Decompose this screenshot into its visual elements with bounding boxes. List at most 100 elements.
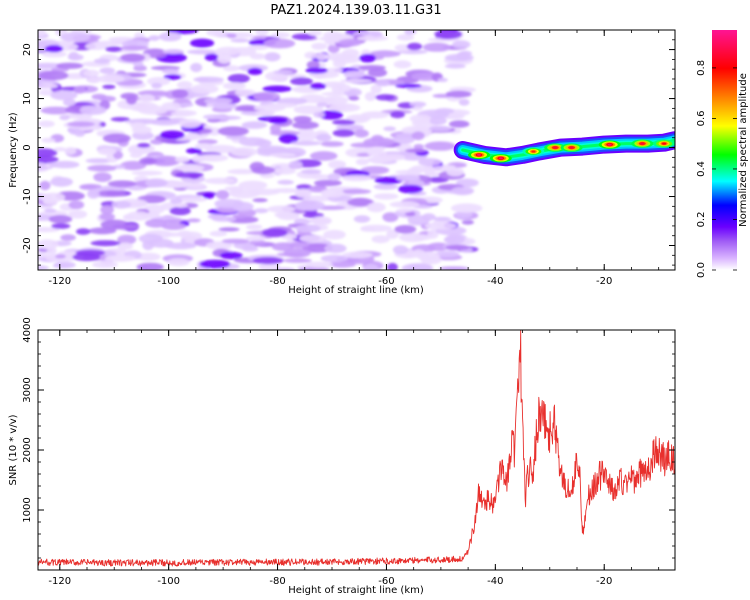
colorbar-tick-label: 0.4 — [696, 161, 707, 177]
noise-blob — [364, 91, 376, 102]
colorbar-ticks: 0.0 0.2 0.4 0.6 0.8 — [696, 60, 737, 278]
noise-blob — [252, 257, 284, 265]
noise-blob — [273, 70, 293, 75]
noise-blob — [428, 125, 452, 132]
noise-blob — [270, 152, 296, 158]
noise-blob — [87, 77, 100, 84]
noise-blob — [217, 126, 249, 136]
noise-blob — [358, 65, 386, 71]
noise-blob — [321, 91, 351, 96]
noise-blob — [433, 216, 451, 222]
noise-blob — [367, 68, 388, 77]
noise-blob — [90, 240, 121, 247]
noise-blob — [96, 74, 125, 84]
x-tick-label: -60 — [378, 576, 394, 587]
noise-blob — [332, 129, 355, 137]
noise-blob — [95, 190, 127, 197]
noise-blob — [320, 188, 345, 198]
noise-blob — [53, 147, 67, 152]
noise-blob — [359, 53, 376, 63]
noise-blob — [246, 224, 263, 230]
noise-blob — [332, 119, 356, 126]
noise-blob — [407, 215, 430, 225]
noise-blob — [424, 222, 457, 230]
noise-blob — [389, 201, 420, 208]
noise-blob — [38, 162, 51, 172]
noise-blob — [38, 62, 64, 70]
noise-blob — [222, 82, 246, 90]
noise-blob — [316, 53, 328, 61]
noise-blob — [227, 73, 250, 84]
noise-blob — [100, 205, 114, 215]
noise-blob — [363, 264, 379, 270]
noise-blob — [111, 200, 131, 209]
noise-blob — [277, 179, 294, 185]
noise-blob — [173, 203, 188, 208]
noise-blob — [185, 148, 202, 154]
noise-blob — [102, 84, 116, 90]
noise-blob — [199, 259, 231, 269]
noise-blob — [311, 216, 332, 226]
noise-blob — [93, 172, 112, 182]
noise-blob — [80, 183, 102, 190]
noise-blob — [324, 52, 355, 61]
x-tick-label: -40 — [487, 576, 503, 587]
noise-blob — [161, 102, 182, 111]
noise-blob — [434, 108, 455, 114]
noise-blob — [81, 105, 96, 112]
noise-blob — [52, 263, 70, 268]
noise-blob — [187, 49, 217, 55]
colorbar-tick: 0.2 — [696, 212, 737, 227]
noise-blob — [427, 229, 439, 239]
noise-blob — [270, 123, 281, 134]
noise-blob — [241, 121, 268, 129]
noise-blob — [38, 227, 60, 233]
y-tick-label: -20 — [22, 237, 33, 253]
noise-blob — [367, 150, 388, 157]
x-tick-label: -120 — [48, 276, 71, 287]
noise-blob — [332, 60, 346, 68]
noise-blob — [392, 245, 409, 255]
signal-peak — [598, 140, 621, 149]
y-tick-label: 1000 — [22, 497, 33, 522]
noise-blob — [210, 214, 227, 220]
noise-blob — [262, 85, 292, 93]
signal-peak — [468, 150, 490, 160]
x-tick-label: -60 — [378, 276, 394, 287]
noise-blob — [137, 143, 151, 148]
noise-blob — [376, 80, 391, 87]
noise-blob — [40, 106, 72, 115]
noise-blob — [205, 241, 233, 250]
noise-blob — [217, 54, 232, 64]
noise-blob — [170, 197, 183, 205]
noise-blob — [67, 54, 84, 61]
noise-blob — [283, 248, 311, 258]
noise-blob — [353, 215, 371, 223]
noise-blob — [204, 177, 236, 185]
noise-blob — [171, 89, 189, 99]
noise-blob — [102, 133, 131, 144]
y-tick-label: 4000 — [22, 317, 33, 342]
y-tick-label: 0 — [22, 144, 33, 150]
noise-blob — [290, 77, 313, 86]
noise-blob — [444, 53, 474, 62]
noise-blob — [327, 44, 340, 54]
x-tick-label: -80 — [269, 576, 285, 587]
noise-blob — [258, 262, 281, 270]
noise-blob — [38, 30, 47, 37]
noise-blob — [401, 263, 434, 270]
noise-blob — [159, 130, 185, 140]
noise-blob — [135, 252, 161, 261]
noise-blob — [270, 32, 291, 38]
noise-blob — [418, 158, 442, 167]
noise-blob — [451, 186, 475, 196]
noise-blob — [234, 89, 256, 97]
noise-blob — [162, 49, 184, 55]
noise-blob — [328, 160, 347, 169]
noise-blob — [41, 51, 67, 58]
noise-blob — [83, 69, 100, 77]
noise-blob — [41, 137, 56, 143]
noise-blob — [252, 198, 268, 203]
colorbar-tick: 0.0 — [696, 262, 737, 278]
